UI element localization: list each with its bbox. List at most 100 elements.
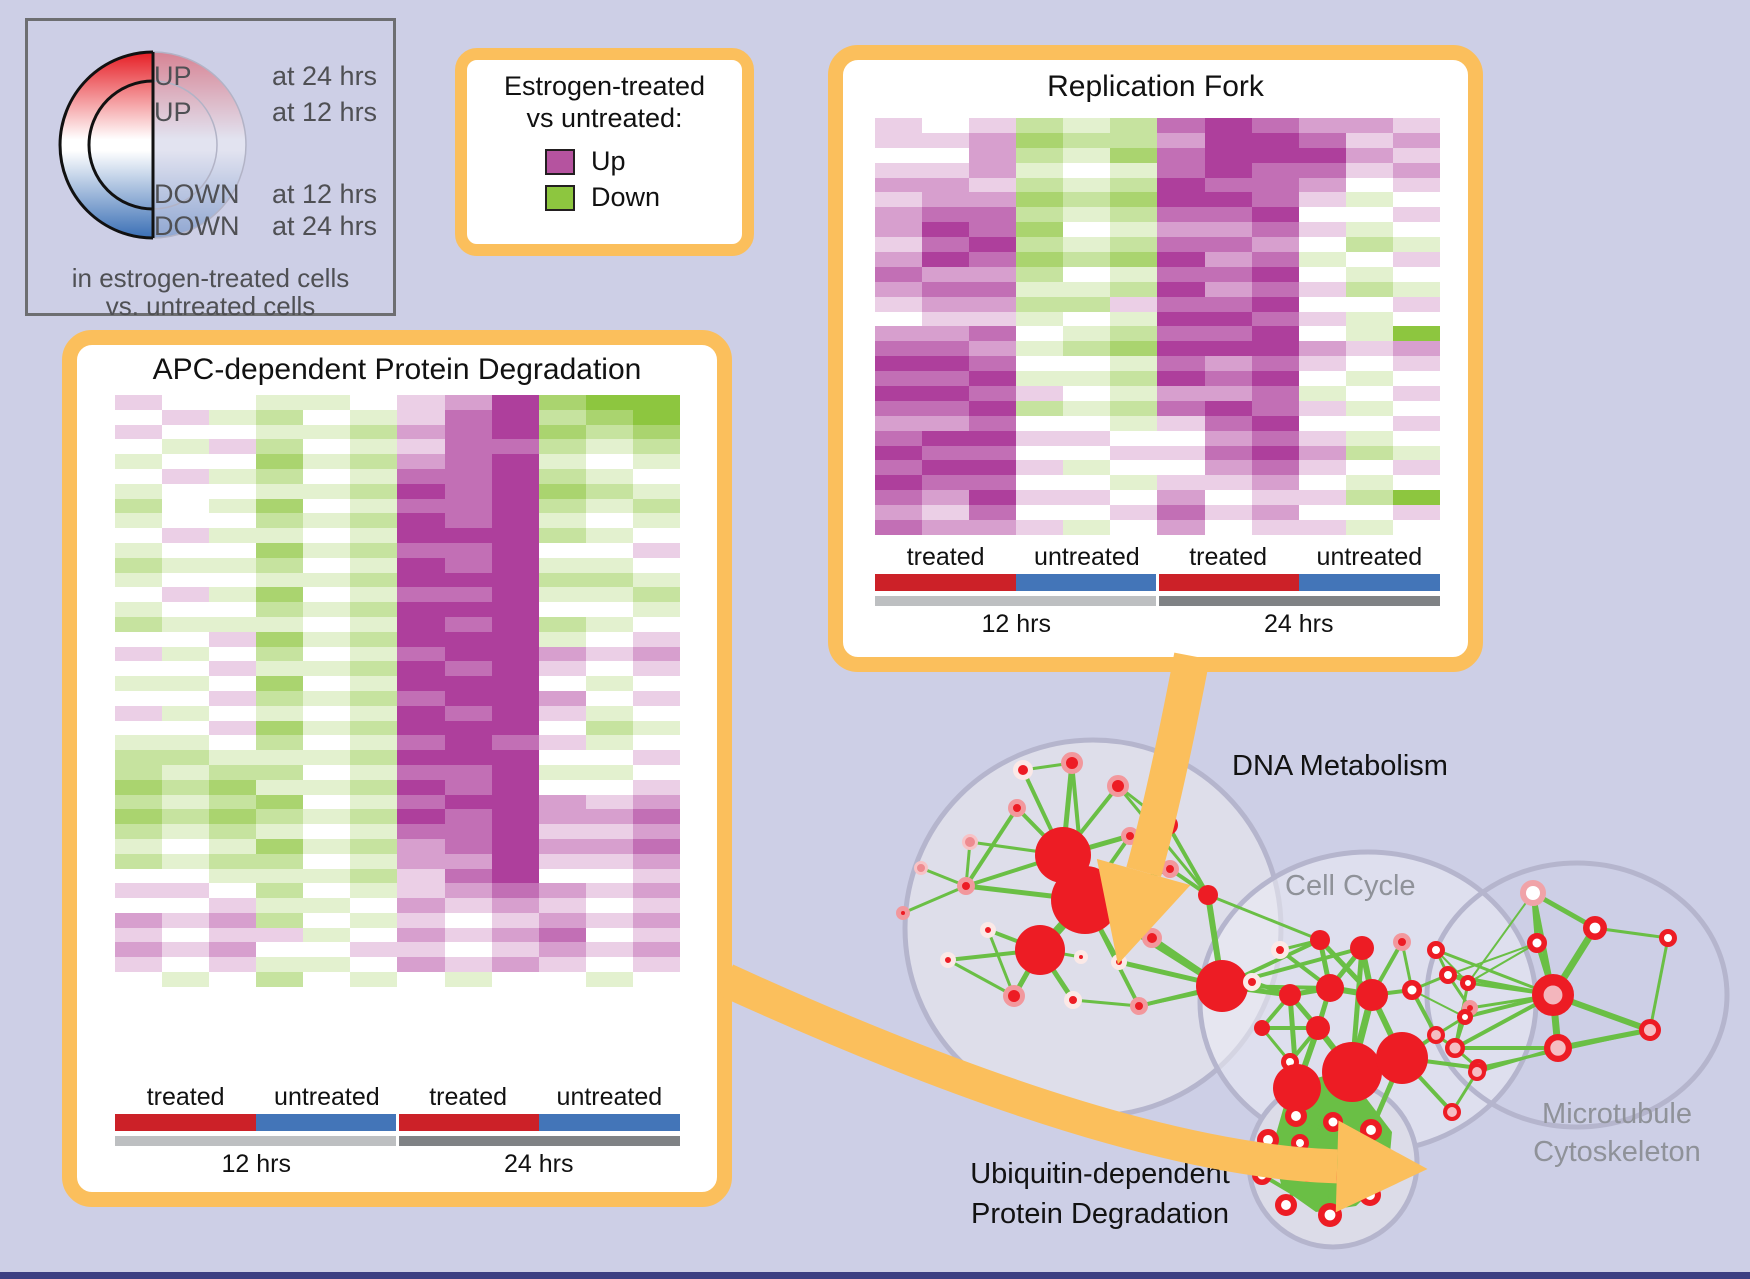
heatmap-cell — [303, 439, 351, 455]
heatmap-cell — [1204, 222, 1252, 238]
group-label-untreated: untreated — [274, 1083, 380, 1111]
heatmap-cell — [350, 395, 398, 410]
heatmap-cell — [350, 483, 398, 499]
heatmap-cell — [1345, 356, 1393, 372]
heatmap-cell — [1157, 162, 1205, 178]
heatmap-cell — [1016, 192, 1064, 208]
heatmap-cell — [632, 513, 680, 529]
heatmap-cell — [632, 912, 680, 928]
heatmap-cell — [922, 505, 970, 521]
heatmap-cell — [491, 661, 539, 677]
heatmap-cell — [209, 602, 257, 617]
heatmap-cell — [585, 764, 633, 780]
heatmap-cell — [444, 542, 492, 558]
heatmap-cell — [491, 809, 539, 825]
heatmap-cell — [1157, 326, 1205, 342]
network-node — [1439, 966, 1457, 984]
time-label: 24 hrs — [504, 1150, 574, 1178]
heatmap-cell — [585, 735, 633, 751]
heatmap-cell — [1345, 490, 1393, 506]
network-node — [1306, 1016, 1330, 1040]
heatmap-cell — [1110, 356, 1158, 372]
heatmap-cell — [444, 705, 492, 721]
heatmap-cell — [632, 528, 680, 543]
heatmap-cell — [1063, 326, 1111, 342]
heatmap-cell — [397, 572, 445, 588]
heatmap-cell — [350, 646, 398, 662]
updown-time: at 24 hrs — [272, 61, 378, 91]
heatmap-cell — [585, 912, 633, 928]
heatmap-cell — [1204, 192, 1252, 208]
heatmap-cell — [538, 616, 586, 632]
heatmap-cell — [444, 720, 492, 736]
heatmap-cell — [115, 616, 163, 632]
heatmap-cell — [209, 409, 257, 425]
heatmap-cell — [1298, 252, 1346, 267]
heatmap-cell — [1251, 252, 1299, 267]
heatmap-cell — [1016, 162, 1064, 178]
heatmap-cell — [1345, 341, 1393, 357]
heatmap-cell — [444, 424, 492, 440]
heatmap-cell — [538, 468, 586, 484]
heatmap-cell — [350, 676, 398, 691]
heatmap-row — [115, 468, 680, 484]
network-node — [1520, 880, 1546, 906]
heatmap-cell — [1298, 177, 1346, 193]
heatmap-cell — [397, 779, 445, 795]
heatmap-cell — [444, 898, 492, 913]
heatmap-cell — [1204, 415, 1252, 431]
heatmap-cell — [209, 631, 257, 647]
heatmap-cell — [256, 454, 304, 469]
heatmap-cell — [444, 513, 492, 529]
heatmap-cell — [922, 192, 970, 208]
heatmap-cell — [209, 720, 257, 736]
network-node — [1061, 752, 1083, 774]
heatmap-cell — [632, 972, 680, 987]
group-label-untreated: untreated — [1034, 543, 1140, 571]
heatmap-cell — [209, 572, 257, 588]
apc-title: APC-dependent Protein Degradation — [152, 353, 642, 386]
heatmap-cell — [1157, 490, 1205, 506]
updown-direction: UP — [154, 97, 192, 127]
heatmap-cell — [969, 118, 1017, 133]
heatmap-cell — [538, 602, 586, 617]
heatmap-cell — [1345, 475, 1393, 491]
heatmap-row — [115, 631, 680, 647]
heatmap-cell — [115, 557, 163, 573]
heatmap-cell — [491, 750, 539, 765]
heatmap-cell — [632, 631, 680, 647]
heatmap-cell — [538, 690, 586, 706]
heatmap-cell — [922, 326, 970, 342]
apc-time-labels: 12 hrs 24 hrs — [115, 1150, 680, 1179]
heatmap-cell — [1063, 460, 1111, 476]
heatmap-cell — [538, 424, 586, 440]
heatmap-cell — [1063, 386, 1111, 401]
heatmap-row — [115, 883, 680, 899]
heatmap-cell — [632, 439, 680, 455]
treatment-bar-segment — [538, 1114, 680, 1131]
updown-legend: UP at 24 hrs UP at 12 hrs DOWN at 12 hrs DOWN a… — [25, 18, 396, 321]
heatmap-row — [115, 912, 680, 928]
heatmap-cell — [1251, 222, 1299, 238]
network-node — [1374, 1149, 1397, 1172]
heatmap-cell — [632, 838, 680, 854]
heatmap-cell — [632, 720, 680, 736]
heatmap-row — [115, 483, 680, 499]
heatmap-cell — [350, 616, 398, 632]
network-node — [1013, 760, 1033, 780]
heatmap-cell — [585, 794, 633, 810]
heatmap-cell — [209, 838, 257, 854]
network-edge — [964, 806, 1019, 888]
heatmap-cell — [1251, 400, 1299, 416]
heatmap-cell — [491, 424, 539, 440]
heatmap-cell — [1251, 386, 1299, 401]
heatmap-cell — [444, 927, 492, 943]
heatmap-cell — [303, 705, 351, 721]
heatmap-cell — [922, 460, 970, 476]
treatment-bar-segment — [1159, 574, 1299, 591]
updown-circle-glyph — [58, 50, 247, 240]
heatmap-cell — [1251, 281, 1299, 297]
heatmap-cell — [1298, 386, 1346, 401]
network-node — [957, 877, 975, 895]
heatmap-cell — [632, 750, 680, 765]
